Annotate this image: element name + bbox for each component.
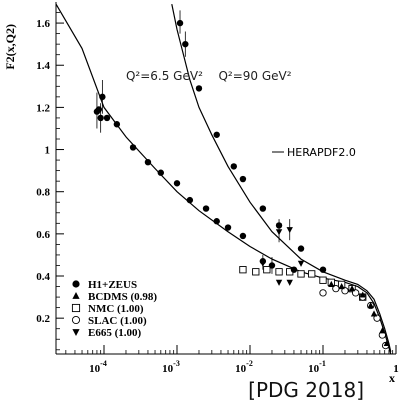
legend-marker	[72, 329, 80, 336]
data-point	[275, 222, 283, 229]
data-point	[341, 287, 349, 295]
legend-marker	[72, 280, 80, 288]
y-tick-label: 1.2	[36, 102, 50, 114]
data-point	[275, 229, 283, 236]
data-point	[239, 232, 247, 240]
x-tick-label: 10-4	[89, 359, 107, 375]
data-point	[319, 276, 327, 284]
data-point	[348, 285, 356, 292]
legend-label: SLAC (1.00)	[88, 315, 147, 327]
data-point	[338, 283, 345, 290]
data-point	[213, 131, 220, 138]
legend-label: NMC (1.00)	[88, 303, 144, 315]
q2-annotation: Q²=6.5 GeV²	[126, 69, 203, 83]
data-point	[263, 266, 271, 274]
data-point	[297, 270, 305, 278]
data-point	[176, 19, 184, 27]
y-tick-label: 1.6	[36, 18, 50, 30]
data-point	[286, 227, 293, 234]
data-point	[319, 289, 327, 297]
data-point	[259, 205, 267, 212]
data-point	[157, 169, 165, 176]
data-point	[370, 310, 378, 317]
data-point	[328, 280, 335, 288]
data-point	[308, 270, 316, 278]
x-tick-exponent: -4	[100, 359, 107, 368]
data-point	[202, 205, 210, 212]
data-point	[275, 268, 283, 276]
data-point	[379, 327, 386, 334]
x-tick-label: 10-2	[235, 359, 253, 375]
x-tick-label: 1	[393, 363, 399, 375]
y-tick-label: 0.8	[36, 187, 50, 199]
data-point	[373, 314, 381, 322]
data-point	[103, 114, 111, 122]
x-tick-label: 10-3	[162, 359, 180, 375]
data-point	[259, 258, 267, 265]
x-tick-exponent: -1	[319, 359, 326, 368]
data-point	[113, 121, 121, 128]
curve-legend-label: HERAPDF2.0	[287, 146, 356, 159]
data-point	[144, 158, 152, 166]
x-tick-exponent: -3	[173, 359, 180, 368]
y-tick-label: 0.2	[36, 313, 50, 325]
data-point	[286, 279, 293, 286]
q2-annotation: Q²=90 GeV²	[218, 69, 291, 83]
y-tick-label: 1.4	[36, 60, 50, 72]
legend-label: E665 (1.00)	[88, 327, 142, 339]
data-point	[239, 175, 247, 183]
x-tick-exponent: -2	[246, 359, 253, 368]
legend-marker	[71, 303, 81, 313]
data-point	[195, 85, 203, 92]
data-point	[186, 196, 194, 204]
data-point	[319, 266, 327, 273]
legend-label: H1+ZEUS	[88, 279, 137, 291]
data-point	[95, 106, 103, 113]
data-point	[290, 266, 298, 273]
data-point	[99, 93, 106, 101]
y-axis-label: F2(x,Q2)	[3, 24, 17, 70]
y-tick-label: 0.4	[36, 271, 50, 283]
legend-label: BCDMS (0.98)	[88, 291, 157, 303]
data-point	[275, 279, 283, 286]
data-point	[268, 262, 276, 269]
x-tick-label: 10-1	[308, 359, 326, 375]
y-tick-label: 1	[45, 145, 51, 157]
data-point	[297, 245, 305, 252]
data-point	[239, 266, 247, 274]
legend-marker	[71, 315, 81, 325]
data-point	[297, 260, 305, 267]
data-point	[367, 302, 374, 309]
data-point	[173, 180, 181, 187]
data-point	[129, 144, 137, 151]
y-tick-label: 0.6	[36, 229, 50, 241]
data-point	[182, 40, 189, 48]
data-point	[213, 218, 220, 225]
data-point	[252, 268, 260, 276]
data-point	[230, 163, 238, 170]
x-axis-label: x	[389, 371, 395, 385]
legend-marker	[72, 292, 80, 299]
citation-label: [PDG 2018]	[248, 378, 364, 402]
data-point	[224, 224, 232, 231]
herapdf-curve	[171, 3, 392, 353]
data-point	[97, 114, 104, 122]
data-point	[383, 339, 391, 347]
data-point	[359, 291, 366, 298]
data-point	[351, 289, 360, 297]
